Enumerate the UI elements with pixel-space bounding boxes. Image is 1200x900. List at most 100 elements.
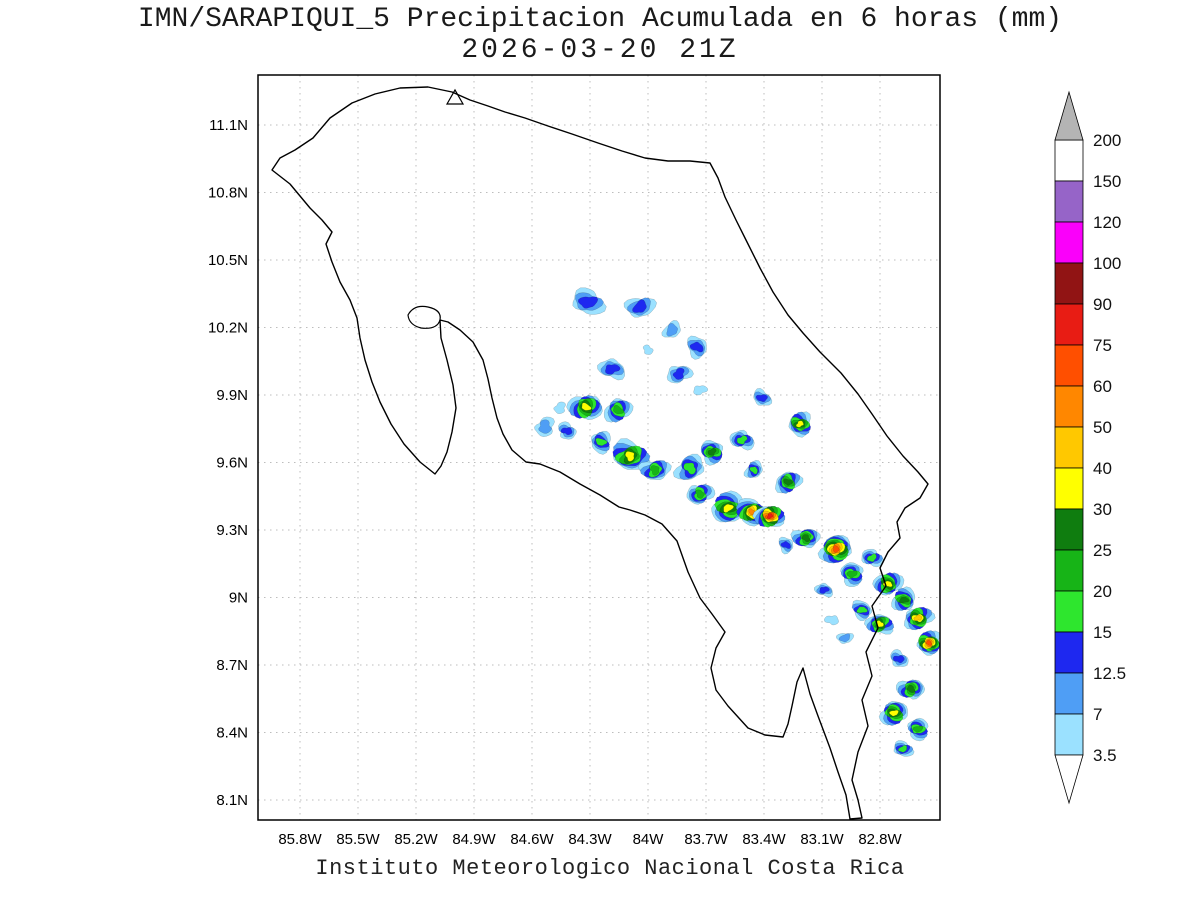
lat-tick-label: 8.7N xyxy=(216,657,248,674)
lon-tick-label: 85.5W xyxy=(336,831,380,848)
precip-contour xyxy=(897,744,908,753)
colorbar-tick-label: 60 xyxy=(1093,377,1112,396)
lon-tick-label: 85.8W xyxy=(278,831,322,848)
colorbar-segment xyxy=(1054,467,1084,510)
lat-tick-label: 10.8N xyxy=(208,185,248,202)
precip-contour xyxy=(766,513,774,519)
precip-contour xyxy=(856,606,868,614)
precip-contour xyxy=(925,640,933,646)
colorbar-tick-label: 15 xyxy=(1093,623,1112,642)
precip-contour xyxy=(538,419,552,434)
precip-contour xyxy=(866,553,877,563)
precip-contour xyxy=(801,534,811,543)
precip-contour xyxy=(695,489,705,499)
colorbar-tick-label: 3.5 xyxy=(1093,746,1117,765)
precip-contour xyxy=(899,597,910,603)
lake-outline xyxy=(407,305,441,329)
lat-tick-label: 9.3N xyxy=(216,522,248,539)
precip-contour xyxy=(613,404,625,414)
colorbar-segment xyxy=(1054,344,1084,387)
lon-tick-label: 84.3W xyxy=(568,831,612,848)
lat-tick-label: 10.5N xyxy=(208,252,248,269)
precip-contour xyxy=(666,322,678,337)
precip-contour xyxy=(736,435,748,445)
colorbar-segment xyxy=(1054,180,1084,223)
map-frame xyxy=(257,74,941,821)
colorbar-tick-label: 30 xyxy=(1093,500,1112,519)
figure-title: IMN/SARAPIQUI_5 Precipitacion Acumulada … xyxy=(137,4,1063,35)
lon-tick-label: 84W xyxy=(633,831,665,848)
lat-tick-label: 8.4N xyxy=(216,725,248,742)
lon-tick-label: 82.8W xyxy=(858,831,902,848)
precip-contour xyxy=(912,725,924,733)
precip-contour xyxy=(846,570,858,579)
precip-contour xyxy=(893,655,905,664)
precip-contour xyxy=(605,364,621,375)
colorbar-segment xyxy=(1054,508,1084,551)
figure-subtitle-datetime: 2026-03-20 21Z xyxy=(461,35,739,66)
colorbar-tick-label: 25 xyxy=(1093,541,1112,560)
colorbar-segment xyxy=(1054,262,1084,305)
coastline-layer xyxy=(271,86,929,820)
precip-contour xyxy=(780,541,791,549)
colorbar-tick-label: 120 xyxy=(1093,213,1121,232)
precip-contour xyxy=(672,367,685,380)
precip-contour xyxy=(819,586,830,594)
precip-contour xyxy=(823,615,839,626)
coastline xyxy=(271,86,929,820)
figure-title-block: IMN/SARAPIQUI_5 Precipitacion Acumulada … xyxy=(0,4,1200,66)
precip-contour xyxy=(913,614,922,621)
colorbar-segment xyxy=(1054,139,1084,182)
colorbar: 200 150 120 100 90 75 60 50 40 30 25 20 15 12.5 7 3.5 xyxy=(1054,90,1126,805)
precip-contour xyxy=(707,447,717,456)
island-outline xyxy=(445,88,465,105)
precip-contour xyxy=(783,478,794,486)
precip-contour xyxy=(749,466,758,475)
precip-contour xyxy=(796,420,804,428)
lat-tick-label: 10.2N xyxy=(208,320,248,337)
colorbar-tick-label: 75 xyxy=(1093,336,1112,355)
precip-contour xyxy=(595,437,608,447)
lon-tick-label: 83.1W xyxy=(800,831,844,848)
colorbar-segment xyxy=(1054,672,1084,715)
precipitation-field xyxy=(534,287,940,757)
lon-tick-label: 84.6W xyxy=(510,831,554,848)
colorbar-tick-label: 100 xyxy=(1093,254,1121,273)
precip-contour xyxy=(689,341,704,353)
lat-tick-label: 9N xyxy=(229,590,248,607)
lon-tick-label: 84.9W xyxy=(452,831,496,848)
precip-contour xyxy=(906,684,916,693)
figure-caption: Instituto Meteorologico Nacional Costa R… xyxy=(315,856,905,881)
precip-contour xyxy=(755,394,768,403)
lat-tick-label: 8.1N xyxy=(216,792,248,809)
colorbar-tick-label: 7 xyxy=(1093,705,1102,724)
lon-tick-label: 85.2W xyxy=(394,831,438,848)
lat-tick-label: 9.6N xyxy=(216,455,248,472)
precip-contour xyxy=(578,296,599,309)
colorbar-arrow-top xyxy=(1054,90,1084,141)
lat-tick-label: 9.9N xyxy=(216,387,248,404)
precip-contour xyxy=(723,503,735,513)
colorbar-segment xyxy=(1054,631,1084,674)
lon-tick-label: 83.4W xyxy=(742,831,786,848)
colorbar-segment xyxy=(1054,549,1084,592)
precip-contour xyxy=(683,462,697,475)
colorbar-tick-label: 12.5 xyxy=(1093,664,1126,683)
lat-axis-labels: 11.1N 10.8N 10.5N 10.2N 9.9N 9.6N 9.3N 9N 8.7N 8.… xyxy=(208,117,248,809)
colorbar-tick-label: 90 xyxy=(1093,295,1112,314)
precip-contour xyxy=(838,633,851,643)
precip-contour xyxy=(642,344,654,355)
colorbar-tick-label: 150 xyxy=(1093,172,1121,191)
colorbar-tick-label: 200 xyxy=(1093,131,1121,150)
colorbar-segment xyxy=(1054,303,1084,346)
precip-contour xyxy=(888,709,899,717)
colorbar-tick-label: 40 xyxy=(1093,459,1112,478)
colorbar-segment xyxy=(1054,221,1084,264)
colorbar-segment xyxy=(1054,426,1084,469)
precip-contour xyxy=(650,465,660,476)
precip-contour xyxy=(833,545,840,553)
colorbar-tick-label: 50 xyxy=(1093,418,1112,437)
lat-tick-label: 11.1N xyxy=(209,117,248,134)
